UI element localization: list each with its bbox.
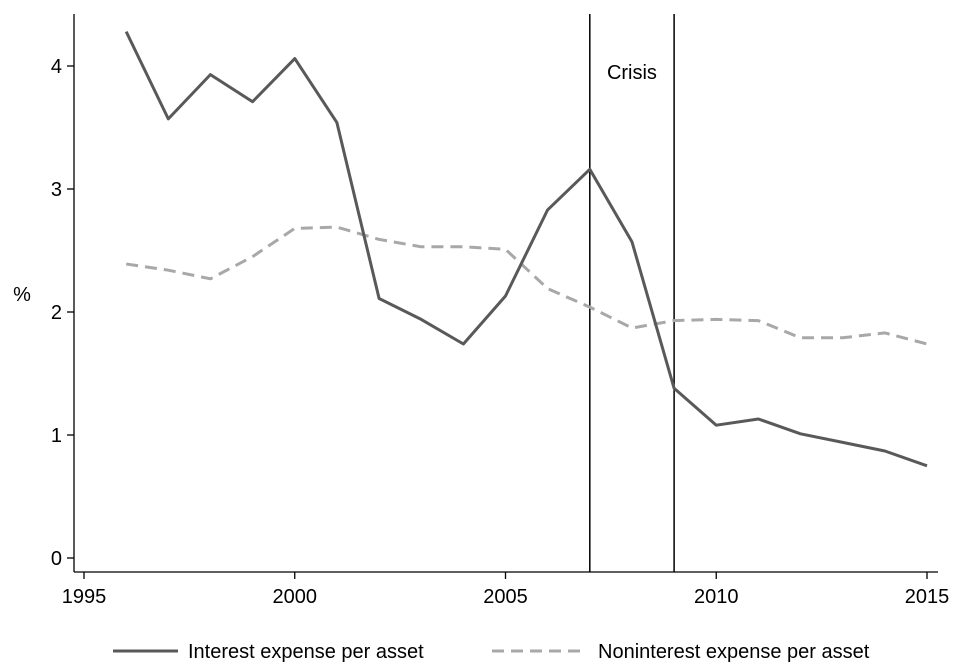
series-lines xyxy=(124,30,928,468)
y-tick-label: 3 xyxy=(51,179,62,201)
x-tick-label: 2005 xyxy=(483,586,528,608)
x-tick-label: 1995 xyxy=(62,586,107,608)
y-tick-label: 4 xyxy=(51,56,62,78)
crisis-annotation: Crisis xyxy=(607,62,657,84)
y-tick-label: 0 xyxy=(51,548,62,570)
y-tick-label: 1 xyxy=(51,425,62,447)
annotations: Crisis xyxy=(607,62,657,84)
legend-label: Noninterest expense per asset xyxy=(598,641,870,663)
axes: 0 1 2 3 4 1995 2000 2005 2010 2015% xyxy=(13,14,949,608)
x-tick-label: 2015 xyxy=(905,586,950,608)
series-line-noninterest-expense-per-asset xyxy=(125,225,928,346)
series-line-interest-expense-per-asset xyxy=(124,30,928,468)
y-axis-label: % xyxy=(13,284,31,306)
legend: Interest expense per asset Noninterest ex… xyxy=(113,641,870,663)
x-tick-label: 2010 xyxy=(694,586,739,608)
x-tick-label: 2000 xyxy=(273,586,318,608)
y-tick-label: 2 xyxy=(51,302,62,324)
crisis-lines xyxy=(589,14,675,572)
legend-label: Interest expense per asset xyxy=(188,641,424,663)
